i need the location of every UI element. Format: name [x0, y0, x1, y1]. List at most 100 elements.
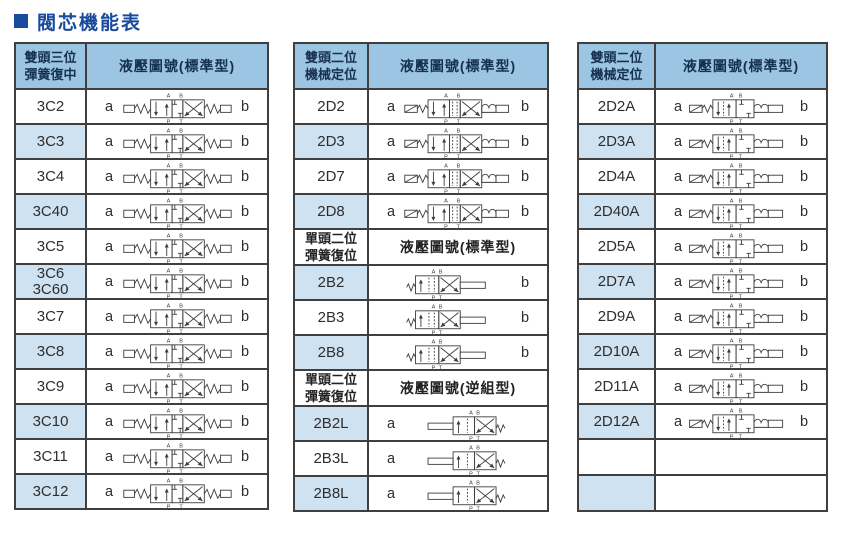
port-label-t: T — [738, 434, 742, 438]
port-label-t: T — [438, 365, 442, 369]
valve-symbol: A BP T — [403, 128, 509, 157]
port-label-p: P — [431, 365, 435, 369]
position-a-label: a — [104, 448, 114, 465]
port-label-t: T — [738, 364, 742, 368]
port-label-t: T — [179, 119, 183, 123]
position-b-label: b — [520, 98, 530, 115]
port-label-b: B — [179, 338, 183, 344]
position-b-label: b — [240, 203, 250, 220]
port-label-t: T — [738, 224, 742, 228]
model-cell: 2D5A — [577, 228, 656, 265]
table-row — [577, 438, 828, 476]
valve-symbol: A BP T — [688, 303, 783, 332]
port-label-b: B — [179, 373, 183, 379]
port-label-p: P — [166, 329, 170, 333]
port-label-b: B — [456, 128, 460, 134]
port-label-b: B — [179, 233, 183, 239]
position-b-label: b — [240, 413, 250, 430]
position-b-label: b — [799, 98, 809, 115]
position-a-label: a — [386, 168, 396, 185]
position-a-label: a — [673, 238, 683, 255]
port-label-a: A — [729, 198, 733, 204]
position-a-label: a — [104, 168, 114, 185]
port-label-t: T — [179, 189, 183, 193]
valve-symbol: A BP T — [122, 163, 232, 193]
port-label-p: P — [729, 259, 733, 263]
port-label-b: B — [738, 163, 742, 169]
port-label-b: B — [456, 163, 460, 169]
table-header-row: 雙頭二位 機械定位 液壓圖號(標準型) — [577, 42, 828, 90]
model-cell: 3C7 — [14, 298, 87, 335]
port-label-p: P — [469, 436, 473, 440]
position-b-label: b — [520, 133, 530, 150]
position-a-label: a — [104, 133, 114, 150]
header-category-cell: 單頭二位 彈簧復位 — [293, 228, 369, 266]
table-subheader-row: 單頭二位 彈簧復位 液壓圖號(標準型) — [293, 228, 549, 266]
port-label-b: B — [476, 445, 480, 451]
port-label-p: P — [166, 294, 170, 298]
port-label-a: A — [431, 339, 435, 345]
port-label-t: T — [179, 364, 183, 368]
position-b-label: b — [799, 203, 809, 220]
model-cell: 3C11 — [14, 438, 87, 475]
port-label-b: B — [179, 163, 183, 169]
port-label-b: B — [738, 303, 742, 309]
model-cell: 2D4A — [577, 158, 656, 195]
model-cell: 3C10 — [14, 403, 87, 440]
port-label-b: B — [738, 198, 742, 204]
model-cell: 2B3L — [293, 440, 369, 477]
port-label-b: B — [179, 478, 183, 484]
port-label-t: T — [438, 330, 442, 334]
port-label-p: P — [444, 119, 448, 123]
port-label-p: P — [729, 154, 733, 158]
model-cell: 2D12A — [577, 403, 656, 440]
position-b-label: b — [520, 309, 530, 326]
model-cell: 2B8L — [293, 475, 369, 512]
model-cell: 3C8 — [14, 333, 87, 370]
port-label-a: A — [166, 93, 170, 99]
port-label-a: A — [729, 233, 733, 239]
position-a-label: a — [673, 308, 683, 325]
model-cell: 3C3 — [14, 123, 87, 160]
port-label-p: P — [729, 399, 733, 403]
position-b-label: b — [240, 238, 250, 255]
port-label-t: T — [738, 259, 742, 263]
port-label-p: P — [166, 154, 170, 158]
port-label-t: T — [476, 506, 480, 510]
port-label-t: T — [456, 189, 460, 193]
port-label-a: A — [166, 233, 170, 239]
position-b-label: b — [799, 273, 809, 290]
port-label-p: P — [166, 364, 170, 368]
position-a-label: a — [673, 168, 683, 185]
port-label-a: A — [166, 198, 170, 204]
header-diagram-title-cell: 液壓圖號(逆組型) — [367, 369, 549, 407]
port-label-t: T — [738, 154, 742, 158]
position-a-label: a — [386, 450, 396, 467]
port-label-a: A — [431, 304, 435, 310]
port-label-t: T — [476, 471, 480, 475]
port-label-a: A — [729, 163, 733, 169]
port-label-a: A — [166, 408, 170, 414]
port-label-a: A — [469, 445, 473, 451]
port-label-t: T — [179, 399, 183, 403]
position-a-label: a — [386, 98, 396, 115]
position-a-label: a — [673, 98, 683, 115]
valve-symbol: A BP T — [403, 163, 509, 193]
port-label-a: A — [444, 198, 448, 204]
port-label-p: P — [166, 399, 170, 403]
